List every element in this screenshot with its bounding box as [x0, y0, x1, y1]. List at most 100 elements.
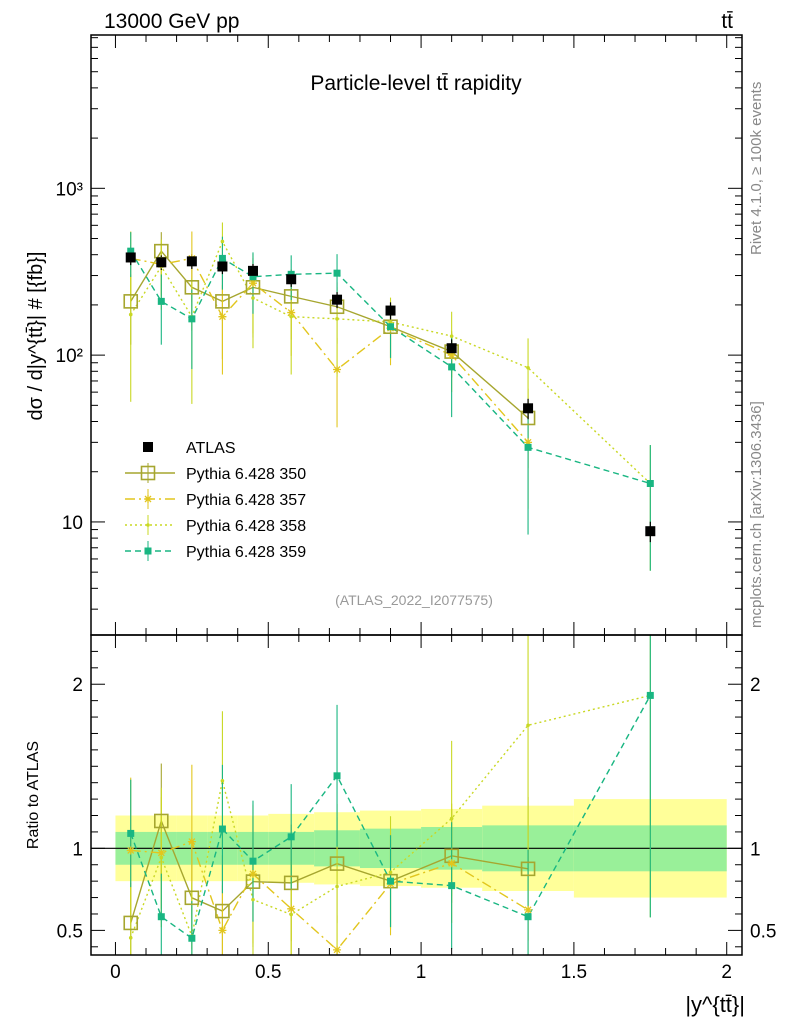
series-point	[220, 239, 225, 244]
series-ratio-point	[329, 856, 345, 871]
data-point	[332, 294, 343, 305]
series-ratio-point	[187, 837, 196, 846]
ratio-tick-label-right: 0.5	[750, 921, 776, 942]
data-point	[125, 252, 136, 263]
y-tick-label: 10²	[56, 346, 83, 367]
series-line	[130, 257, 529, 443]
series-point	[218, 254, 226, 262]
series-ratio-point	[520, 861, 536, 877]
series-ratio-line	[130, 818, 529, 924]
series-point	[646, 479, 654, 487]
series-ratio-point	[333, 772, 341, 780]
ratio-tick-label-right: 2	[750, 675, 761, 696]
data-point	[385, 305, 396, 316]
x-tick-label: 1.5	[561, 962, 587, 983]
axes: 0 0.5 1 1.5 2 10 10² 10³ 0.5 0.5 1 1 2 2	[56, 34, 776, 983]
series-point	[335, 317, 339, 321]
data-point	[286, 274, 297, 285]
series-point	[526, 365, 530, 370]
series-ratio-point	[447, 859, 456, 868]
series-ratio-point	[333, 945, 342, 954]
series-point	[449, 334, 454, 338]
series-point	[524, 443, 532, 451]
series-ratio-point	[126, 846, 135, 855]
energy-label: 13000 GeV pp	[104, 10, 239, 33]
series-ratio-line	[130, 840, 529, 951]
series-lines	[130, 239, 651, 951]
legend-marker	[140, 465, 156, 481]
series-point	[447, 351, 456, 360]
series-ratio-point	[248, 869, 257, 878]
legend-marker	[146, 523, 150, 527]
ratio-axis-title: Ratio to ATLAS	[25, 741, 42, 849]
legend-label: Pythia 6.428 358	[186, 518, 306, 535]
series-point	[248, 279, 257, 288]
series-line	[130, 249, 529, 419]
data-point	[186, 256, 197, 267]
series-ratio-point	[184, 890, 200, 906]
series-ratio-point	[188, 934, 196, 942]
series-ratio-point	[157, 913, 165, 921]
series-line	[130, 239, 651, 485]
data-point	[645, 526, 656, 537]
x-tick-label: 0.5	[255, 962, 281, 983]
y-axis-title: dσ / d|y^{tt̄}| # [{fb}]	[25, 252, 47, 421]
series-ratio-point	[289, 912, 293, 917]
source-label: mcplots.cern.ch [arXiv:1306.3436]	[748, 401, 765, 628]
series-ratio-point	[283, 875, 299, 891]
series-ratio-point	[220, 778, 225, 783]
y-tick-label: 10³	[56, 179, 83, 200]
series-ratio-point	[215, 903, 230, 919]
series-ratio-point	[287, 904, 296, 913]
series-point	[333, 269, 341, 277]
ratio-tick-label: 2	[72, 675, 83, 696]
series-point	[524, 438, 533, 447]
series-ratio-line	[130, 695, 651, 940]
legend: ATLAS Pythia 6.428 350 Pythia 6.428 357 Pyt…	[125, 440, 306, 561]
series-point	[251, 296, 255, 300]
series-ratio-point	[249, 857, 257, 865]
series-point	[289, 314, 293, 319]
series-point	[188, 315, 196, 323]
series-ratio-point	[335, 884, 339, 889]
y-tick-label: 10	[62, 513, 83, 534]
series-ratio-point	[646, 691, 654, 699]
series-ratio-point	[128, 936, 133, 940]
series-ratio-point	[123, 915, 139, 931]
series-point	[387, 323, 395, 331]
series-ratio-point	[157, 848, 166, 857]
data-point	[446, 343, 457, 354]
analysis-id: (ATLAS_2022_I2077575)	[335, 592, 493, 608]
process-label: tt̄	[721, 10, 733, 33]
series-point	[157, 297, 165, 305]
series-point	[184, 280, 200, 295]
data-point	[247, 265, 258, 276]
series-ratio-point	[449, 816, 454, 821]
series-ratio-point	[127, 829, 135, 837]
chart-title: Particle-level tt̄ rapidity	[310, 72, 522, 95]
series-ratio-point	[153, 813, 169, 829]
series-ratio-point	[388, 870, 393, 875]
series-ratio-point	[526, 723, 530, 728]
series-ratio-point	[448, 882, 456, 890]
data-point	[156, 257, 167, 268]
markers	[123, 239, 656, 954]
series-ratio-point	[251, 897, 255, 902]
series-point	[287, 308, 296, 317]
series-point	[388, 320, 393, 324]
series-point	[283, 289, 299, 304]
data-point	[523, 403, 534, 414]
rivet-label: Rivet 4.1.0, ≥ 100k events	[748, 82, 765, 255]
legend-label: Pythia 6.428 359	[186, 544, 306, 561]
series-ratio-point	[387, 877, 395, 885]
x-axis-title: |y^{tt̄}|	[685, 992, 745, 1017]
series-point	[448, 363, 456, 371]
legend-label: Pythia 6.428 357	[186, 492, 306, 509]
ratio-frame	[90, 634, 743, 956]
series-point	[128, 312, 133, 317]
series-ratio-point	[159, 855, 164, 860]
legend-marker-atlas	[143, 442, 153, 452]
legend-marker	[144, 547, 152, 555]
series-point	[249, 273, 257, 281]
